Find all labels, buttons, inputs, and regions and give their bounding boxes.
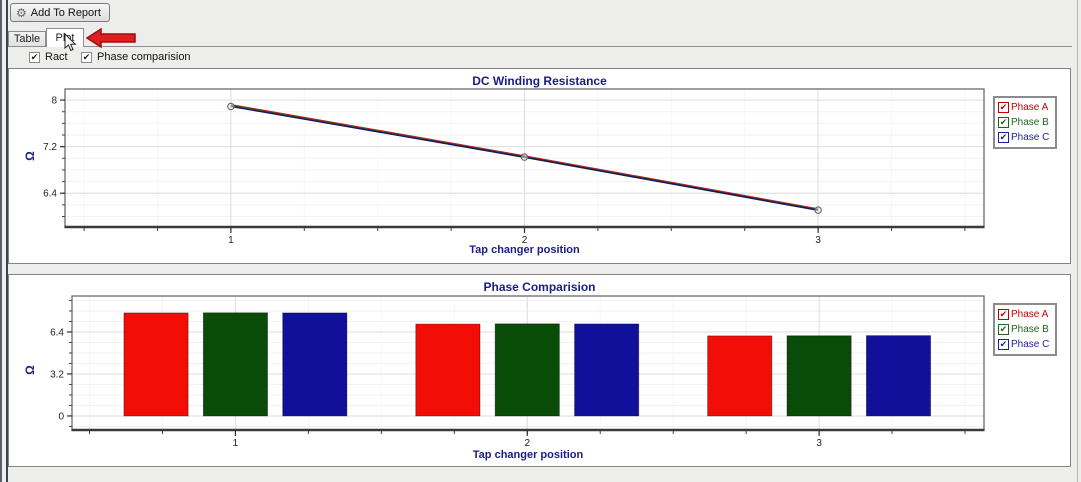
legend-item-phase-c[interactable]: ✔ Phase C [998, 130, 1055, 145]
phase-c-checkbox[interactable]: ✔ [998, 132, 1009, 143]
svg-text:7.2: 7.2 [43, 142, 57, 153]
bar-chart-plot-area: 0 3.2 6.4 1 2 3 [50, 295, 985, 447]
svg-text:2: 2 [524, 438, 530, 447]
legend-item-phase-b[interactable]: ✔ Phase B [998, 322, 1055, 337]
add-to-report-label: Add To Report [30, 6, 101, 19]
legend-item-phase-b[interactable]: ✔ Phase B [998, 115, 1055, 130]
svg-text:3.2: 3.2 [50, 369, 64, 380]
bar-chart-title: Phase Comparision [483, 280, 596, 294]
svg-text:6.4: 6.4 [50, 327, 64, 338]
phase-c-label: Phase C [1011, 132, 1050, 143]
line-chart-legend: ✔ Phase A ✔ Phase B ✔ Phase C [993, 96, 1057, 149]
phase-comparison-checkbox[interactable]: ✔ [81, 51, 92, 63]
svg-text:2: 2 [522, 235, 528, 243]
red-arrow-annotation [86, 28, 136, 48]
gear-icon: ⚙ [16, 5, 27, 20]
add-to-report-button[interactable]: ⚙ Add To Report [10, 3, 110, 22]
phase-a-checkbox[interactable]: ✔ [998, 309, 1009, 320]
phase-c-label: Phase C [1011, 339, 1050, 350]
window-left-border [0, 0, 2, 482]
legend-item-phase-c[interactable]: ✔ Phase C [998, 337, 1055, 352]
phase-a-checkbox[interactable]: ✔ [998, 102, 1009, 113]
tabstrip-baseline [8, 46, 1072, 47]
svg-text:1: 1 [228, 235, 234, 243]
svg-text:3: 3 [815, 235, 821, 243]
phase-c-checkbox[interactable]: ✔ [998, 339, 1009, 350]
phase-a-label: Phase A [1011, 102, 1049, 113]
tab-plot[interactable]: Plot [46, 28, 84, 47]
bar-chart-x-axis-label: Tap changer position [472, 449, 584, 461]
phase-comparison-panel: Phase Comparision Ω 0 3.2 6.4 1 2 3 Tap chang… [8, 274, 1071, 467]
panel-splitter-left [6, 0, 8, 482]
phase-b-checkbox[interactable]: ✔ [998, 324, 1009, 335]
phase-b-checkbox[interactable]: ✔ [998, 117, 1009, 128]
bar-chart-legend: ✔ Phase A ✔ Phase B ✔ Phase C [993, 303, 1057, 356]
phase-comparison-label: Phase comparision [97, 51, 191, 63]
window-right-border [1077, 0, 1078, 482]
line-chart-x-axis-label: Tap changer position [469, 244, 580, 256]
line-chart-plot-area: 6.4 7.2 8 1 2 3 [43, 88, 985, 243]
ract-label: Ract [45, 51, 68, 63]
phase-b-label: Phase B [1011, 117, 1049, 128]
phase-a-label: Phase A [1011, 309, 1049, 320]
legend-item-phase-a[interactable]: ✔ Phase A [998, 100, 1055, 115]
tab-table[interactable]: Table [8, 31, 46, 47]
ract-checkbox[interactable]: ✔ [29, 51, 40, 63]
svg-text:8: 8 [51, 96, 57, 107]
phase-b-label: Phase B [1011, 324, 1049, 335]
svg-text:1: 1 [233, 438, 239, 447]
line-chart-title: DC Winding Resistance [472, 74, 607, 88]
legend-item-phase-a[interactable]: ✔ Phase A [998, 307, 1055, 322]
svg-text:3: 3 [816, 438, 822, 447]
svg-text:0: 0 [58, 411, 64, 422]
svg-text:6.4: 6.4 [43, 189, 57, 200]
dc-winding-resistance-panel: DC Winding Resistance Ω 6.4 7.2 8 1 2 3 Tap c… [8, 68, 1071, 264]
